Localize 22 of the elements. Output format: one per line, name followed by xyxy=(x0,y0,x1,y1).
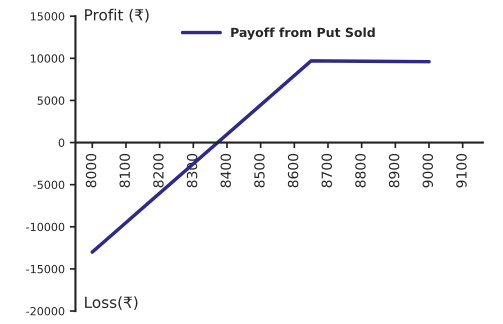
y-tick-label: -15000 xyxy=(26,264,64,274)
y-axis-title: Profit (₹) xyxy=(85,8,149,22)
y-tick-label: 5000 xyxy=(38,96,64,105)
x-tick-label: 8100 xyxy=(119,154,130,188)
y-tick-label: -10000 xyxy=(26,222,64,232)
y-tick-label: -20000 xyxy=(26,307,64,316)
annotation: Loss(₹) xyxy=(85,296,138,310)
y-tick-label: -5000 xyxy=(33,180,64,190)
x-tick-label: 8500 xyxy=(254,154,265,188)
x-tick-label: 9000 xyxy=(422,154,434,188)
x-tick-label: 8900 xyxy=(388,154,400,188)
x-tick-label: 8600 xyxy=(288,154,298,188)
x-tick-label: 9100 xyxy=(456,154,467,188)
y-tick-label: 15000 xyxy=(30,12,64,21)
x-tick-label: 8000 xyxy=(86,154,96,188)
x-tick-label: 8400 xyxy=(220,154,232,188)
y-tick-label: 0 xyxy=(58,138,64,147)
x-tick-label: 8800 xyxy=(355,154,366,188)
x-tick-label: 8200 xyxy=(153,154,164,188)
x-tick-label: 8700 xyxy=(322,154,332,188)
legend-label: Payoff from Put Sold xyxy=(231,27,375,40)
y-tick-label: 10000 xyxy=(30,54,64,63)
